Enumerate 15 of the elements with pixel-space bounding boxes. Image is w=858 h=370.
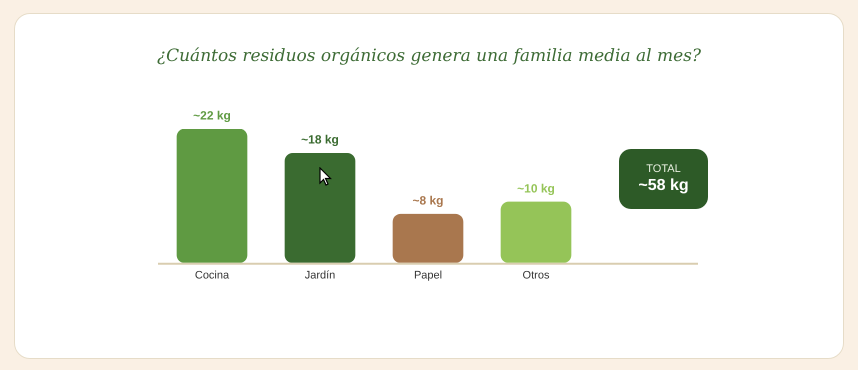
text: TOTAL [645,163,682,175]
bar [176,129,248,263]
chart-title: ¿Cuántos residuos orgánicos genera una familia media al mes? [156,46,702,66]
bar [500,202,572,263]
bar [392,214,464,263]
text: ~58 kg [637,177,690,195]
x-tick-label: Jardín [304,269,336,282]
x-tick-label: Papel [414,269,442,282]
data-label: ~10 kg [517,181,555,196]
bar [284,153,356,263]
data-label: ~18 kg [301,132,339,147]
data-label: ~22 kg [193,108,231,122]
x-tick-label: Cocina [194,269,230,282]
data-label: ~8 kg [412,193,444,208]
x-tick-label: Otros [522,269,550,282]
